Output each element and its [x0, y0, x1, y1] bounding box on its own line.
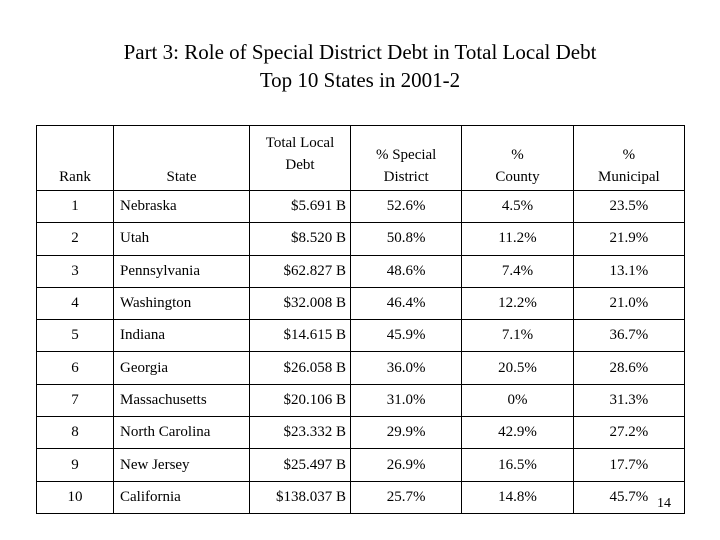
- cell-total-local-debt: $20.106 B: [249, 383, 351, 418]
- header-county: % County: [461, 125, 574, 191]
- cell-special-district: 52.6%: [349, 189, 463, 224]
- cell-rank: 8: [36, 416, 114, 450]
- cell-special-district: 26.9%: [349, 448, 463, 482]
- header-debt-line-2: Debt: [285, 157, 315, 173]
- cell-state: New Jersey: [113, 448, 250, 482]
- cell-total-local-debt: $14.615 B: [249, 319, 351, 353]
- cell-state: Washington: [113, 286, 250, 321]
- cell-total-local-debt: $26.058 B: [249, 351, 351, 385]
- cell-state: Georgia: [113, 351, 250, 385]
- table-row: 5 Indiana $14.615 B 45.9% 7.1% 36.7%: [36, 319, 686, 353]
- table-row: 10 California $138.037 B 25.7% 14.8% 45.7%: [36, 480, 686, 514]
- cell-special-district: 25.7%: [349, 480, 463, 514]
- table-row: 8 North Carolina $23.332 B 29.9% 42.9% 27.2%: [36, 416, 686, 450]
- header-total-local-debt: Total Local Debt: [249, 125, 351, 191]
- header-municipal-line-1: %: [622, 147, 636, 163]
- cell-total-local-debt: $62.827 B: [249, 254, 351, 288]
- cell-municipal: 13.1%: [572, 254, 686, 288]
- table-row: 2 Utah $8.520 B 50.8% 11.2% 21.9%: [36, 222, 686, 256]
- page-number: 14: [657, 496, 671, 511]
- cell-total-local-debt: $23.332 B: [249, 416, 351, 450]
- cell-special-district: 31.0%: [349, 383, 463, 418]
- table-row: 9 New Jersey $25.497 B 26.9% 16.5% 17.7%: [36, 448, 686, 482]
- cell-rank: 2: [36, 222, 114, 256]
- cell-county: 42.9%: [461, 416, 574, 450]
- table-row: 4 Washington $32.008 B 46.4% 12.2% 21.0%: [36, 286, 686, 321]
- cell-municipal: 28.6%: [572, 351, 686, 385]
- header-county-line-2: County: [495, 169, 540, 185]
- cell-county: 14.8%: [461, 480, 574, 514]
- cell-municipal: 27.2%: [572, 416, 686, 450]
- header-municipal: % Municipal: [572, 125, 686, 191]
- cell-municipal: 31.3%: [572, 383, 686, 418]
- cell-total-local-debt: $8.520 B: [249, 222, 351, 256]
- cell-special-district: 45.9%: [349, 319, 463, 353]
- cell-total-local-debt: $5.691 B: [249, 189, 351, 224]
- table-row: 7 Massachusetts $20.106 B 31.0% 0% 31.3%: [36, 383, 686, 418]
- cell-rank: 5: [36, 319, 114, 353]
- cell-county: 11.2%: [461, 222, 574, 256]
- cell-state: Nebraska: [113, 189, 250, 224]
- cell-special-district: 48.6%: [349, 254, 463, 288]
- table-row: 3 Pennsylvania $62.827 B 48.6% 7.4% 13.1%: [36, 254, 686, 288]
- cell-special-district: 29.9%: [349, 416, 463, 450]
- slide-title: Part 3: Role of Special District Debt in…: [0, 38, 720, 94]
- cell-rank: 1: [36, 189, 114, 224]
- header-state: State: [113, 125, 250, 191]
- table-body: 1 Nebraska $5.691 B 52.6% 4.5% 23.5% 2 Utah $8.5…: [36, 189, 686, 514]
- cell-rank: 3: [36, 254, 114, 288]
- cell-state: Indiana: [113, 319, 250, 353]
- table-row: 6 Georgia $26.058 B 36.0% 20.5% 28.6%: [36, 351, 686, 385]
- cell-rank: 6: [36, 351, 114, 385]
- cell-state: California: [113, 480, 250, 514]
- header-row: Rank State Total Local Debt % Special Di…: [36, 125, 686, 191]
- cell-municipal: 21.0%: [572, 286, 686, 321]
- debt-table: Rank State Total Local Debt % Special Di…: [36, 125, 686, 514]
- cell-municipal: 36.7%: [572, 319, 686, 353]
- header-special-district: % Special District: [349, 125, 463, 191]
- cell-county: 20.5%: [461, 351, 574, 385]
- cell-total-local-debt: $138.037 B: [249, 480, 351, 514]
- cell-state: Massachusetts: [113, 383, 250, 418]
- header-municipal-line-2: Municipal: [598, 169, 660, 185]
- header-debt-line-1: Total Local: [265, 135, 335, 151]
- cell-county: 7.1%: [461, 319, 574, 353]
- cell-county: 0%: [461, 383, 574, 418]
- cell-county: 7.4%: [461, 254, 574, 288]
- cell-rank: 7: [36, 383, 114, 418]
- header-special-line-1: % Special: [375, 147, 437, 163]
- header-rank: Rank: [36, 125, 114, 191]
- cell-special-district: 46.4%: [349, 286, 463, 321]
- header-special-line-2: District: [383, 169, 429, 185]
- cell-state: North Carolina: [113, 416, 250, 450]
- header-county-line-1: %: [511, 147, 524, 163]
- cell-municipal: 21.9%: [572, 222, 686, 256]
- cell-total-local-debt: $25.497 B: [249, 448, 351, 482]
- cell-county: 16.5%: [461, 448, 574, 482]
- table-header: Rank State Total Local Debt % Special Di…: [36, 125, 686, 191]
- cell-municipal: 17.7%: [572, 448, 686, 482]
- cell-state: Utah: [113, 222, 250, 256]
- title-line-1: Part 3: Role of Special District Debt in…: [123, 40, 597, 64]
- cell-special-district: 50.8%: [349, 222, 463, 256]
- cell-county: 4.5%: [461, 189, 574, 224]
- cell-municipal: 23.5%: [572, 189, 686, 224]
- cell-state: Pennsylvania: [113, 254, 250, 288]
- title-line-2: Top 10 States in 2001-2: [259, 68, 461, 92]
- cell-special-district: 36.0%: [349, 351, 463, 385]
- cell-total-local-debt: $32.008 B: [249, 286, 351, 321]
- cell-rank: 10: [36, 480, 114, 514]
- table-row: 1 Nebraska $5.691 B 52.6% 4.5% 23.5%: [36, 189, 686, 224]
- cell-rank: 4: [36, 286, 114, 321]
- cell-county: 12.2%: [461, 286, 574, 321]
- cell-municipal: 45.7%: [572, 480, 686, 514]
- cell-rank: 9: [36, 448, 114, 482]
